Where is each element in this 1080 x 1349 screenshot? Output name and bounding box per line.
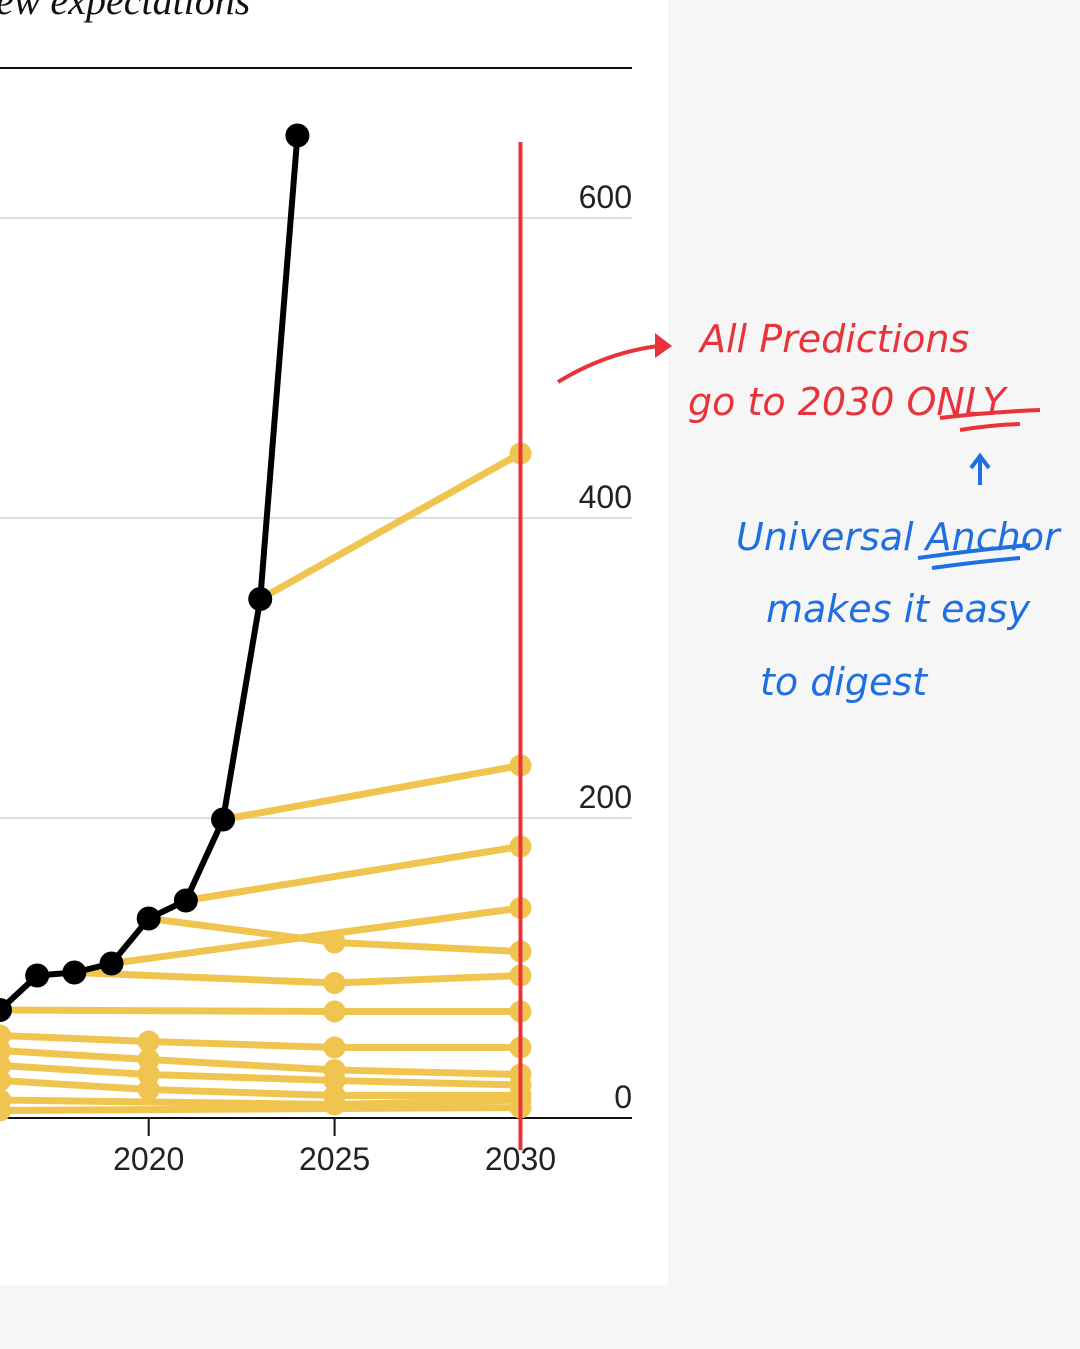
- prediction-line: [0, 1006, 521, 1015]
- actual-point: [62, 960, 87, 985]
- prediction-line: [185, 843, 522, 904]
- prediction-point: [0, 1099, 11, 1122]
- prediction-line: [111, 904, 521, 967]
- annotations: All Predictions go to 2030 ONLY Universal …: [556, 317, 1062, 704]
- chart-title: ew expectations: [0, 0, 250, 23]
- annotation-text: makes it easy: [766, 587, 1031, 631]
- arrow: [969, 452, 991, 485]
- prediction-point: [137, 1030, 160, 1053]
- actual-point: [173, 888, 198, 913]
- prediction-point: [323, 972, 346, 994]
- prediction-point: [323, 1093, 346, 1116]
- underline: [939, 408, 1041, 432]
- actual-point: [285, 123, 310, 148]
- prediction-point: [323, 1036, 346, 1059]
- annotation-text: go to 2030 ONLY: [688, 380, 1008, 424]
- prediction-line: [0, 1032, 521, 1051]
- actual-point: [248, 587, 273, 611]
- actual-point: [136, 906, 161, 931]
- actual-point: [211, 807, 236, 832]
- prediction-line: [0, 1077, 521, 1099]
- prediction-line: [222, 762, 522, 823]
- annotation-text: to digest: [760, 660, 929, 704]
- actual-point: [0, 998, 12, 1022]
- annotation-text: All Predictions: [697, 317, 969, 361]
- arrow-head: [655, 333, 672, 358]
- x-tick-label: 2020: [113, 1141, 184, 1177]
- prediction-point: [137, 1078, 160, 1101]
- y-tick-label: 400: [579, 479, 632, 515]
- y-tick-label: 200: [579, 779, 632, 815]
- actual-point: [25, 963, 50, 988]
- prediction-line: [0, 1096, 521, 1108]
- y-tick-label: 600: [579, 179, 632, 215]
- prediction-line: [0, 1104, 521, 1114]
- prediction-point: [0, 1069, 11, 1092]
- underline: [917, 543, 1031, 570]
- annotation-text: Universal Anchor: [736, 515, 1062, 559]
- prediction-line: [0, 1062, 521, 1089]
- prediction-line: [258, 450, 523, 603]
- x-tick-label: 2025: [299, 1141, 370, 1177]
- y-tick-label: 0: [614, 1079, 632, 1115]
- prediction-line: [0, 1047, 521, 1078]
- prediction-point: [323, 1000, 346, 1023]
- actual-point: [99, 951, 124, 976]
